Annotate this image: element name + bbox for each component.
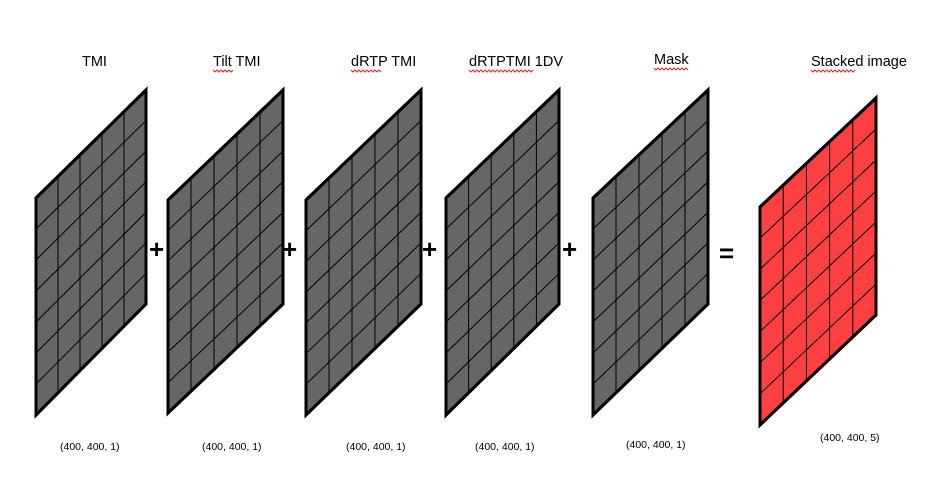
panel-border (166, 86, 285, 417)
grid-line-row (167, 242, 284, 353)
grid-line-row (167, 273, 284, 383)
panel-title-mask: Mask (654, 52, 689, 68)
grid-line-row (592, 181, 709, 292)
grid-line-row (305, 211, 422, 324)
grid-line-row (759, 221, 877, 332)
grid-line-row (35, 211, 147, 323)
grid-line-row (445, 273, 560, 385)
spellcheck-underline-drtptmi (468, 69, 534, 73)
grid-line-row (35, 273, 147, 385)
panel-mask (591, 86, 710, 419)
grid-line-row (445, 211, 560, 323)
grid-line-row (592, 150, 709, 261)
grid-line-row (35, 150, 147, 261)
grid-line-row (167, 181, 284, 292)
equals-operator: = (719, 238, 734, 268)
panel-drtptmi-1dv (444, 86, 561, 419)
grid-line-row (35, 242, 147, 354)
grid-line-row (445, 120, 560, 230)
plus-operator-4: + (562, 234, 577, 264)
grid-line-row (759, 252, 877, 364)
grid-line-row (305, 120, 422, 232)
grid-line-row (445, 181, 560, 292)
grid-line-row (305, 242, 422, 354)
grid-line-row (759, 128, 877, 239)
grid-line-row (305, 273, 422, 385)
panel-title-drtptmi-1dv: dRTPTMI 1DV (469, 54, 563, 70)
grid-line-row (445, 150, 560, 261)
panel-border (34, 86, 148, 419)
grid-line-row (592, 211, 709, 323)
panel-title-stacked-image: Stacked image (811, 54, 907, 70)
grid-line-row (167, 211, 284, 323)
grid-line-row (759, 159, 877, 270)
panel-sheet (166, 86, 285, 417)
grid-line-row (167, 150, 284, 262)
plus-operator-3: + (422, 234, 437, 264)
plus-operator-2: + (282, 234, 297, 264)
grid-line-row (592, 242, 709, 354)
panel-sheet (591, 86, 710, 419)
grid-line-row (592, 273, 709, 385)
spellcheck-underline-mask (653, 67, 689, 71)
panel-tilt-tmi (166, 86, 285, 417)
panel-dims-drtptmi-1dv: (400, 400, 1) (475, 441, 535, 453)
grid-line-row (305, 150, 422, 262)
panel-sheet (34, 86, 148, 419)
panel-sheet (758, 94, 878, 429)
panel-border (444, 86, 561, 419)
grid-line-row (759, 190, 877, 301)
panel-stacked-image (758, 94, 878, 429)
panel-title-drtp-tmi: dRTP TMI (351, 54, 416, 70)
spellcheck-underline-drtp (350, 69, 382, 73)
plus-operator-1: + (149, 234, 164, 264)
grid-line-row (305, 181, 422, 293)
panel-dims-stacked-image: (400, 400, 5) (820, 432, 880, 444)
panel-border (758, 94, 878, 429)
grid-line-row (445, 242, 560, 354)
panel-border (304, 86, 423, 419)
panel-sheet (444, 86, 561, 419)
grid-line-row (592, 120, 709, 230)
panel-title-tilt-tmi: Tilt TMI (213, 54, 261, 70)
panel-drtp-tmi (304, 86, 423, 419)
panel-border (591, 86, 710, 419)
panel-tmi (34, 86, 148, 419)
grid-line-row (35, 120, 147, 230)
panel-dims-tmi: (400, 400, 1) (60, 441, 120, 453)
grid-line-row (167, 120, 284, 231)
grid-line-row (35, 181, 147, 292)
panel-dims-mask: (400, 400, 1) (626, 439, 686, 451)
grid-line-row (759, 283, 877, 395)
spellcheck-underline-tilt (212, 69, 234, 73)
panel-dims-tilt-tmi: (400, 400, 1) (202, 441, 262, 453)
spellcheck-underline-stacked (810, 69, 856, 73)
panel-dims-drtp-tmi: (400, 400, 1) (346, 441, 406, 453)
panel-sheet (304, 86, 423, 419)
panel-title-tmi: TMI (82, 54, 107, 70)
